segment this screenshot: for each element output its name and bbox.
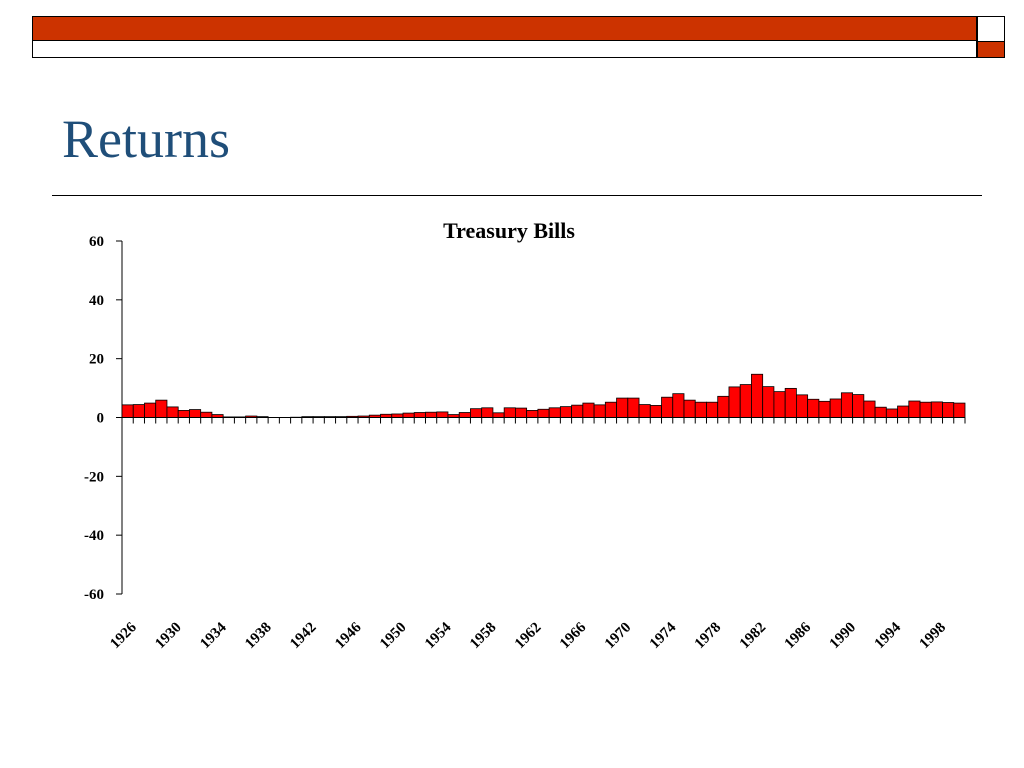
bar (942, 402, 955, 418)
bar (481, 407, 494, 418)
bar (773, 391, 786, 418)
bar (672, 393, 685, 418)
bar (751, 373, 764, 418)
bar (908, 400, 921, 418)
corner-red-square (977, 42, 1005, 58)
y-tick-label: -40 (84, 528, 104, 544)
slide-title: Returns (62, 109, 230, 169)
bar (885, 408, 898, 418)
treasury-bills-chart: Treasury Bills 60 40 20 0 -20 -40 -60 1926 1930… (84, 218, 966, 653)
bar (717, 395, 730, 418)
x-tick-label: 1942 (287, 620, 320, 653)
bar (796, 394, 809, 418)
bar (919, 401, 932, 418)
bar (649, 405, 662, 418)
bars (121, 373, 966, 418)
y-axis: 60 40 20 0 -20 -40 -60 (84, 234, 123, 603)
y-tick-label: 60 (89, 234, 104, 250)
x-tick-label: 1994 (872, 619, 905, 652)
bar (807, 398, 820, 418)
bar (526, 410, 539, 418)
title-divider (52, 195, 982, 196)
corner-white-square (977, 16, 1005, 42)
bar (436, 411, 449, 418)
bar (728, 386, 741, 418)
bar (874, 406, 887, 418)
x-tick-label: 1998 (917, 620, 950, 653)
bar (470, 408, 483, 418)
x-tick-label: 1958 (467, 620, 500, 653)
bar (402, 412, 415, 418)
bar (739, 384, 752, 418)
header-decoration-bar (32, 16, 977, 58)
bar (784, 387, 797, 418)
y-tick-label: 0 (97, 411, 105, 427)
bar (604, 401, 617, 418)
x-tick-label: 1962 (512, 620, 545, 653)
header-red-band (32, 16, 977, 41)
bar (200, 411, 213, 418)
bar (166, 406, 179, 418)
bar (189, 409, 202, 418)
x-tick-label: 1978 (692, 620, 725, 653)
bar (593, 404, 606, 418)
x-tick-label: 1966 (557, 619, 590, 652)
bar (132, 404, 145, 418)
x-tick-label: 1954 (422, 619, 455, 652)
bar (413, 412, 426, 418)
bar (144, 402, 157, 418)
x-tick-label: 1970 (602, 620, 635, 653)
bar (177, 410, 190, 418)
bar (706, 401, 719, 418)
bar (897, 405, 910, 418)
bar (458, 412, 471, 418)
bar (661, 396, 674, 418)
bar (548, 407, 561, 418)
bar (683, 399, 696, 418)
x-tick-label: 1974 (647, 619, 680, 652)
bar (852, 394, 865, 418)
bar (694, 401, 707, 418)
bar (559, 406, 572, 418)
chart-title: Treasury Bills (443, 218, 575, 243)
bar (121, 404, 134, 418)
x-tick-label: 1982 (737, 620, 770, 653)
bar (155, 399, 168, 418)
y-tick-label: 20 (89, 352, 104, 368)
bar (638, 404, 651, 418)
bar (571, 404, 584, 418)
bar (492, 412, 505, 418)
x-tick-label: 1938 (242, 620, 275, 653)
bar (515, 407, 528, 418)
bar (425, 411, 438, 418)
bar (627, 397, 640, 418)
x-tick-label: 1946 (332, 619, 365, 652)
bar (930, 401, 943, 418)
bar (582, 402, 595, 418)
x-tick-label: 1934 (197, 619, 230, 652)
x-tick-label: 1926 (107, 619, 140, 652)
bar (503, 407, 516, 418)
x-tick-label: 1930 (152, 620, 185, 653)
x-axis: 1926 1930 1934 1938 1942 1946 1950 1954 1958 1962… (107, 417, 966, 653)
y-tick-label: -20 (84, 469, 104, 485)
bar (953, 402, 966, 418)
x-tick-label: 1950 (377, 620, 410, 653)
y-tick-label: -60 (84, 587, 104, 603)
bar (616, 397, 629, 418)
y-tick-label: 40 (89, 293, 104, 309)
header-white-band (32, 41, 977, 58)
bar (829, 398, 842, 418)
bar (863, 400, 876, 418)
x-tick-label: 1986 (782, 619, 815, 652)
bar (391, 413, 404, 418)
bar (818, 400, 831, 418)
bar (537, 408, 550, 418)
bar (840, 392, 853, 418)
bar (762, 386, 775, 418)
x-tick-label: 1990 (827, 620, 860, 653)
